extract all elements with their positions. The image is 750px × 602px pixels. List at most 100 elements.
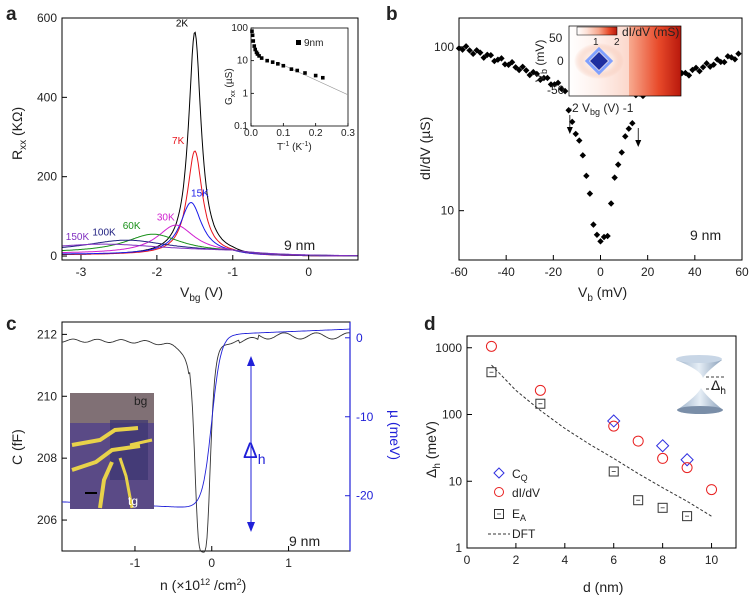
panel-b-point-73 xyxy=(714,56,721,63)
panel-c-annotation: 9 nm xyxy=(289,533,320,549)
panel-c-photo-label-bg: bg xyxy=(134,394,147,408)
panel-b-xtick-label-4: 20 xyxy=(641,265,655,279)
panel-c-ytick-label-3: 212 xyxy=(37,327,57,341)
panel-b-inset-colorbar xyxy=(576,26,618,36)
panel-a-inset-point-12 xyxy=(281,63,286,68)
panel-c-y2tick-label-2: 0 xyxy=(356,331,363,345)
panel-c-photo-top xyxy=(70,393,154,423)
panel-d-upper-cone-top xyxy=(676,355,722,363)
panel-a-inset-point-17 xyxy=(320,75,325,80)
panel-b-point-32 xyxy=(569,118,576,126)
panel-b-point-68 xyxy=(696,67,703,75)
panel-b-point-28 xyxy=(554,79,562,87)
legend-marker-ea xyxy=(494,509,504,519)
panel-d-ticks: 0 2 4 6 8 10 1 10 100 1000 xyxy=(435,341,718,567)
panel-b-point-49 xyxy=(629,120,636,127)
panel-a-ytick-label-1: 200 xyxy=(37,170,57,184)
panel-a-inset-xtick-label-1: 0.1 xyxy=(276,128,290,139)
panel-a-inset-point-16 xyxy=(313,73,318,78)
panel-d-ytick-label-2: 100 xyxy=(442,408,462,422)
panel-d-band-inset: Δh xyxy=(676,355,726,414)
panel-b-inset-diamond-outline xyxy=(584,46,614,76)
panel-b-point-2 xyxy=(462,43,470,50)
panel-c-y2tick-label-0: -20 xyxy=(356,489,374,503)
panel-d-xlabel: d (nm) xyxy=(583,579,623,595)
panel-b-point-74 xyxy=(717,58,724,66)
panel-b-xtick-label-6: 60 xyxy=(735,265,749,279)
panel-b-point-42 xyxy=(604,232,611,240)
panel-b-arrowhead-0 xyxy=(566,127,573,134)
panel-b-xtick-label-3: 0 xyxy=(597,265,604,279)
panel-a-inset-point-9 xyxy=(265,58,269,63)
panel-b-point-36 xyxy=(583,172,590,180)
panel-d-point-circle-1 xyxy=(534,384,546,396)
panel-d-point-circle-0 xyxy=(485,340,497,352)
panel-b-point-77 xyxy=(728,54,735,61)
panel-b-inset: 1 2 dI/dV (mS) 50 0 -50 Vb (mV) -2 Vbg (… xyxy=(533,25,682,117)
panel-a-xlabel: Vbg (V) xyxy=(180,284,223,304)
panel-b-point-48 xyxy=(625,125,632,132)
panel-d-xtick-label-3: 6 xyxy=(610,553,617,567)
panel-a-inset-point-6 xyxy=(255,52,260,56)
panel-b-point-30 xyxy=(561,87,569,95)
panel-c-label: c xyxy=(6,314,17,335)
panel-d-point-square-1 xyxy=(535,398,546,409)
panel-a-inset-point-14 xyxy=(295,68,300,73)
panel-b-point-70 xyxy=(703,60,710,67)
panel-b-point-4 xyxy=(469,50,477,58)
panel-a-curve-150K xyxy=(61,243,358,257)
panel-b-inset-colorbar-tick-1: 1 xyxy=(593,37,599,48)
panel-b-point-21 xyxy=(530,68,537,76)
panel-b-point-75 xyxy=(721,58,728,66)
panel-d-legend: CQ dI/dV EA DFT xyxy=(488,467,540,541)
panel-d-ytick-label-3: 1000 xyxy=(435,341,462,355)
panel-b-point-15 xyxy=(508,58,516,66)
panel-c-photo-scalebar xyxy=(85,492,97,494)
panel-c-ytick-label-0: 206 xyxy=(37,513,57,527)
panel-b-point-9 xyxy=(487,52,495,59)
panel-c-photo-electrode-3 xyxy=(98,461,114,509)
panel-c-photo-electrode-4 xyxy=(118,457,134,509)
panel-d-xtick-label-2: 4 xyxy=(561,553,568,567)
panel-d-lower-cone-bottom xyxy=(677,406,723,414)
panel-c-y2tick-label-1: -10 xyxy=(356,410,374,424)
panel-d-point-square-0 xyxy=(486,367,497,378)
panel-b-point-67 xyxy=(692,64,700,72)
panel-a-series-label-30K: 30K xyxy=(157,212,175,223)
panel-b-xtick-label-2: -20 xyxy=(545,265,563,279)
panel-c-photo-electrode-5 xyxy=(129,438,153,447)
panel-b-point-20 xyxy=(526,71,533,79)
panel-d-ytick-label-0: 1 xyxy=(455,541,462,555)
panel-b-inset-ytick-50: 50 xyxy=(549,31,563,45)
panel-d-point-circle-5 xyxy=(681,462,693,474)
panel-a-series-label-150K: 150K xyxy=(66,232,90,243)
panel-b-point-34 xyxy=(576,137,583,144)
panel-a-ytick-label-3: 600 xyxy=(37,11,57,25)
panel-a-series-label-7K: 7K xyxy=(172,136,185,147)
panel-d-point-diamond-0 xyxy=(607,414,621,428)
panel-a-inset-legend: 9nm xyxy=(304,38,323,49)
panel-d-point-square-2 xyxy=(608,466,619,477)
panel-b-point-69 xyxy=(699,63,707,71)
panel-c-gap-arrowhead-bottom xyxy=(247,522,255,532)
panel-d-point-diamond-2 xyxy=(680,453,694,467)
panel-a-inset-legend-marker xyxy=(296,40,301,45)
panel-b-point-41 xyxy=(600,233,608,241)
panel-b-xtick-label-0: -60 xyxy=(450,265,468,279)
panel-b-ytick-label-1: 100 xyxy=(434,40,454,54)
panel-d-point-circle-3 xyxy=(632,435,644,447)
panel-b-point-45 xyxy=(614,161,622,168)
panel-b-point-40 xyxy=(597,238,604,245)
panel-d-point-circle-6 xyxy=(706,484,718,496)
panel-b-inset-colorbar-tick-2: 2 xyxy=(614,37,620,48)
panel-b-xlabel: Vb (mV) xyxy=(578,284,627,304)
panel-b-point-39 xyxy=(593,231,601,238)
panel-c-photo-label-tg: tg xyxy=(128,494,138,508)
panel-b-point-72 xyxy=(710,61,717,68)
panel-b-point-71 xyxy=(706,63,714,70)
panel-b-point-1 xyxy=(459,46,466,53)
panel-c-ylabel: C (fF) xyxy=(9,429,25,465)
panel-c-device-photo: bg tg xyxy=(70,393,154,509)
